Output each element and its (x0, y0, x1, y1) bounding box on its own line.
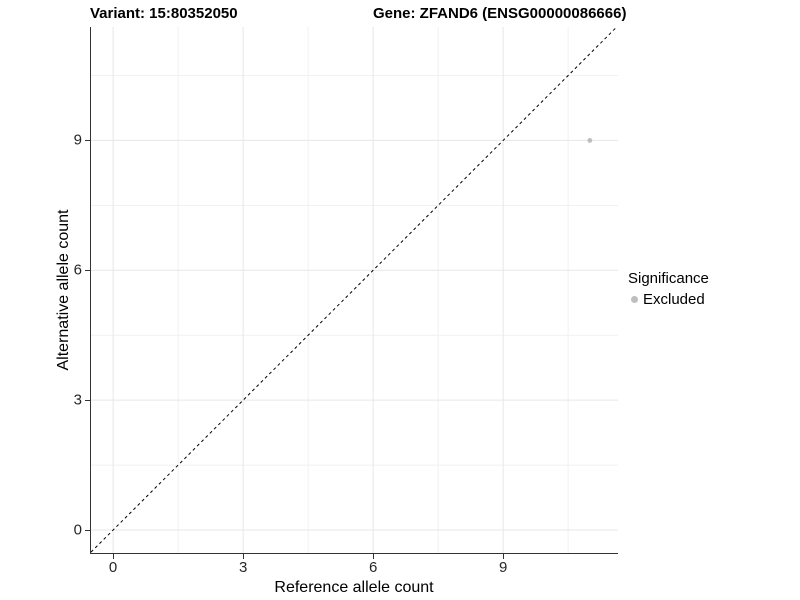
plot-panel (90, 27, 618, 554)
y-tick-mark (85, 270, 90, 272)
y-tick-label: 3 (73, 391, 82, 409)
x-tick-label: 0 (108, 559, 118, 576)
y-tick-label: 0 (73, 521, 82, 539)
x-tick-mark (243, 554, 245, 559)
x-tick-mark (113, 554, 115, 559)
plot-panel-canvas (91, 27, 618, 553)
legend-item-excluded: Excluded (628, 291, 709, 308)
y-tick-label: 6 (73, 261, 82, 279)
legend-title: Significance (628, 270, 709, 287)
x-axis-title: Reference allele count (274, 579, 434, 596)
x-tick-mark (373, 554, 375, 559)
x-tick-mark (503, 554, 505, 559)
x-tick-label: 6 (368, 559, 378, 576)
y-tick-mark (85, 400, 90, 402)
legend: Significance Excluded (628, 270, 709, 308)
excluded-point-swatch-icon (631, 296, 638, 303)
legend-item-label: Excluded (643, 291, 705, 308)
y-axis-title: Alternative allele count (55, 209, 72, 371)
y-tick-mark (85, 530, 90, 532)
x-tick-label: 3 (238, 559, 248, 576)
variant-title: Variant: 15:80352050 (90, 5, 238, 22)
y-tick-mark (85, 140, 90, 142)
y-tick-label: 9 (73, 131, 82, 149)
gene-title: Gene: ZFAND6 (ENSG00000086666) (373, 5, 627, 22)
x-tick-label: 9 (498, 559, 508, 576)
